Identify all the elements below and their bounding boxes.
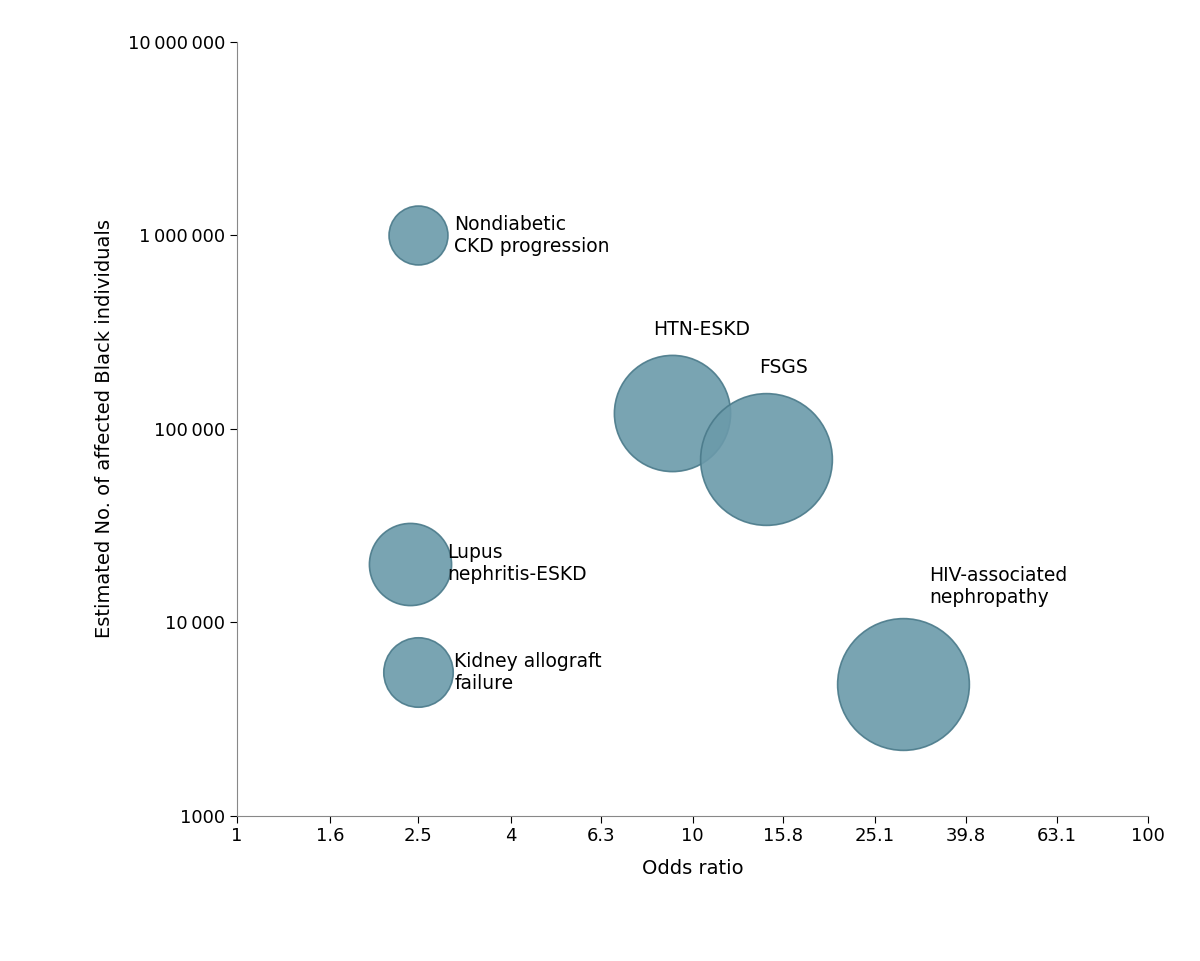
Point xyxy=(662,406,682,421)
Text: Lupus
nephritis-ESKD: Lupus nephritis-ESKD xyxy=(448,543,587,584)
Point xyxy=(408,228,427,243)
Text: HIV-associated
nephropathy: HIV-associated nephropathy xyxy=(929,566,1067,606)
Point xyxy=(401,556,420,572)
Text: FSGS: FSGS xyxy=(760,357,808,377)
Point xyxy=(756,451,775,466)
Text: Nondiabetic
CKD progression: Nondiabetic CKD progression xyxy=(455,214,610,256)
Point xyxy=(894,676,913,691)
Text: Kidney allograft
failure: Kidney allograft failure xyxy=(455,652,602,693)
Text: HTN-ESKD: HTN-ESKD xyxy=(653,320,750,339)
X-axis label: Odds ratio: Odds ratio xyxy=(642,859,743,878)
Y-axis label: Estimated No. of affected Black individuals: Estimated No. of affected Black individu… xyxy=(95,219,114,638)
Point xyxy=(408,665,427,680)
